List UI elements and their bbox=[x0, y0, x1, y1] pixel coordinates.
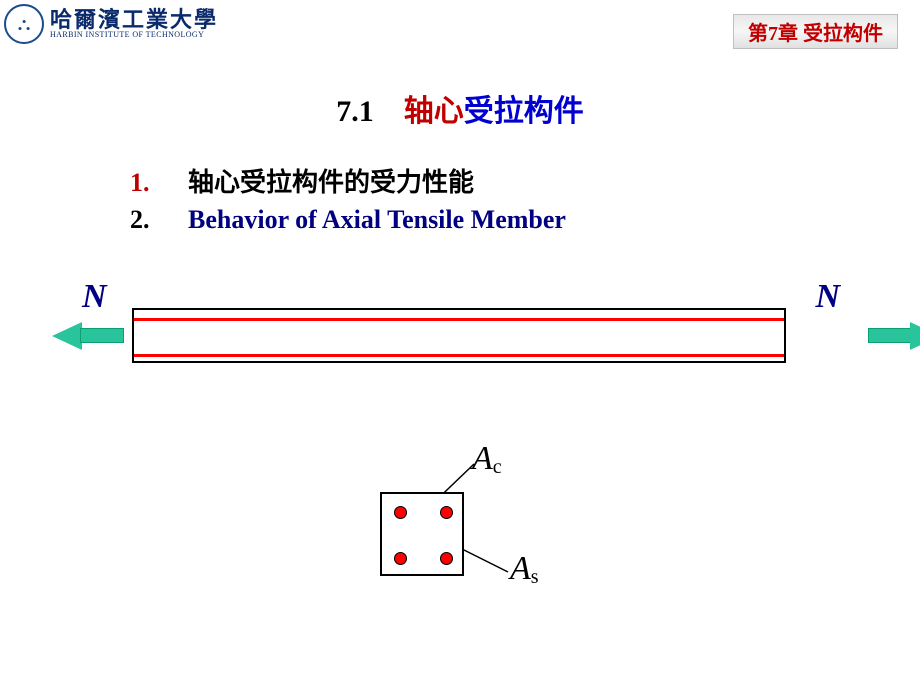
logo-glyph: ⛬ bbox=[18, 14, 31, 35]
rebar-dot bbox=[394, 552, 407, 565]
label-as: As bbox=[510, 550, 539, 588]
beam-outline bbox=[132, 308, 786, 363]
title-part2: 受拉构件 bbox=[464, 95, 584, 128]
rebar-bottom bbox=[134, 354, 784, 357]
section-title: 7.1 轴心受拉构件 bbox=[0, 86, 920, 130]
label-as-sub: s bbox=[531, 566, 539, 588]
force-label-right: N bbox=[815, 278, 840, 316]
arrow-shaft bbox=[868, 328, 912, 343]
cross-section-diagram: Ac As bbox=[0, 440, 920, 660]
arrow-head bbox=[910, 322, 920, 350]
force-label-left: N bbox=[82, 278, 107, 316]
list-item: 2. Behavior of Axial Tensile Member bbox=[130, 205, 566, 235]
list-item-number: 2. bbox=[130, 205, 188, 235]
university-logo-icon: ⛬ bbox=[4, 4, 44, 44]
rebar-top bbox=[134, 318, 784, 321]
label-ac: Ac bbox=[472, 440, 502, 478]
rebar-dot bbox=[440, 552, 453, 565]
list-item-text: 轴心受拉构件的受力性能 bbox=[188, 162, 474, 199]
title-part1: 轴心 bbox=[404, 95, 464, 128]
content-list: 1. 轴心受拉构件的受力性能 2. Behavior of Axial Tens… bbox=[130, 162, 566, 241]
university-name-block: 哈爾濱工業大學 HARBIN INSTITUTE OF TECHNOLOGY bbox=[50, 9, 218, 39]
rebar-dot bbox=[394, 506, 407, 519]
header-left: ⛬ 哈爾濱工業大學 HARBIN INSTITUTE OF TECHNOLOGY bbox=[4, 4, 218, 44]
beam-diagram: N N bbox=[0, 278, 920, 388]
label-ac-sub: c bbox=[493, 456, 502, 478]
list-item: 1. 轴心受拉构件的受力性能 bbox=[130, 162, 566, 199]
list-item-text: Behavior of Axial Tensile Member bbox=[188, 205, 566, 235]
university-name-en: HARBIN INSTITUTE OF TECHNOLOGY bbox=[50, 31, 218, 39]
label-ac-base: A bbox=[472, 440, 493, 477]
title-number: 7.1 bbox=[336, 95, 374, 128]
arrow-shaft bbox=[80, 328, 124, 343]
university-name-cn: 哈爾濱工業大學 bbox=[50, 9, 218, 31]
label-as-base: A bbox=[510, 550, 531, 587]
section-square bbox=[380, 492, 464, 576]
arrow-head bbox=[52, 322, 82, 350]
chapter-badge-text: 第7章 受拉构件 bbox=[748, 23, 883, 45]
chapter-badge: 第7章 受拉构件 bbox=[733, 14, 898, 49]
list-item-number: 1. bbox=[130, 168, 188, 198]
rebar-dot bbox=[440, 506, 453, 519]
